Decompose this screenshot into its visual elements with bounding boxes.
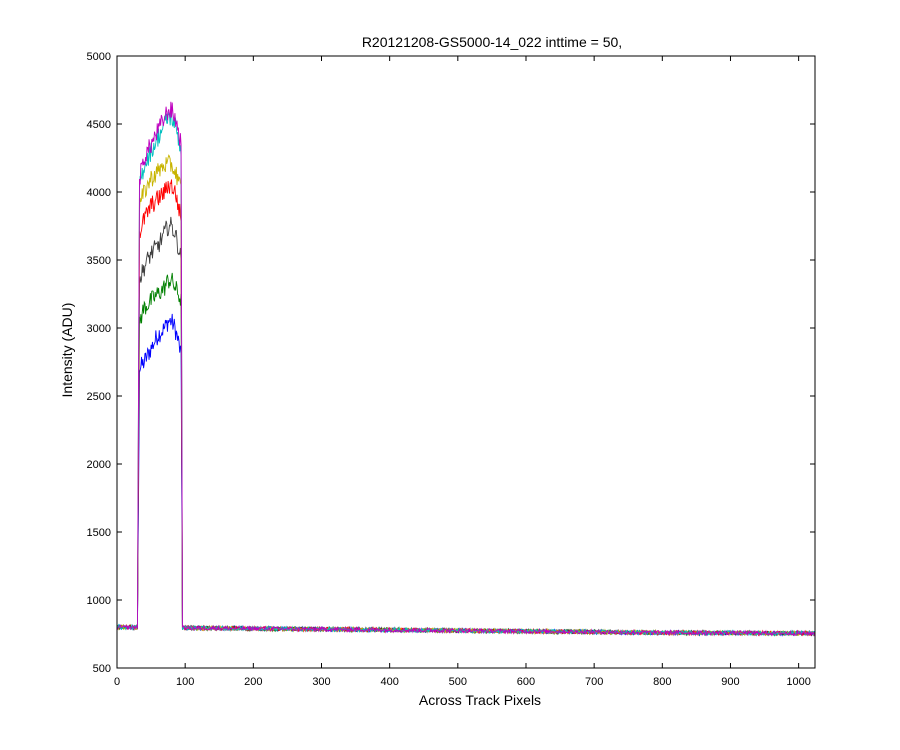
y-tick-label: 500 [93,663,111,675]
chart-title: R20121208-GS5000-14_022 inttime = 50, [362,34,622,50]
y-axis-label: Intensity (ADU) [59,303,75,398]
x-tick-label: 700 [585,676,603,688]
y-tick-label: 5000 [87,51,111,63]
x-tick-label: 500 [449,676,467,688]
y-tick-label: 2500 [87,391,111,403]
x-axis-label: Across Track Pixels [419,692,541,708]
x-tick-label: 300 [312,676,330,688]
x-tick-label: 800 [653,676,671,688]
y-tick-label: 4500 [87,119,111,131]
y-tick-label: 4000 [87,187,111,199]
y-tick-label: 1500 [87,527,111,539]
x-tick-label: 600 [517,676,535,688]
plot-frame [116,55,816,669]
x-tick-label: 200 [244,676,262,688]
y-tick-label: 3000 [87,323,111,335]
x-tick-label: 400 [380,676,398,688]
y-tick-label: 2000 [87,459,111,471]
y-tick-label: 3500 [87,255,111,267]
ticks-layer: 0 100 200 300 400 500 600 700 800 900 1000 500 1000 1… [87,51,815,688]
x-tick-label: 100 [176,676,194,688]
plot-area [117,56,815,668]
x-tick-label: 900 [721,676,739,688]
x-tick-label: 0 [114,676,120,688]
series-line-7 [116,101,816,637]
y-tick-label: 1000 [87,595,111,607]
x-tick-label: 1000 [786,676,810,688]
series-layer [116,101,816,637]
